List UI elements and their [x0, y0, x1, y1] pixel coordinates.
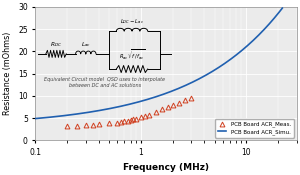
Y-axis label: Resistance (mOhms): Resistance (mOhms)	[4, 32, 13, 115]
Legend: PCB Board ACR_Meas., PCB Board ACR_Simu.: PCB Board ACR_Meas., PCB Board ACR_Simu.	[215, 119, 294, 138]
X-axis label: Frequency (MHz): Frequency (MHz)	[123, 163, 209, 172]
